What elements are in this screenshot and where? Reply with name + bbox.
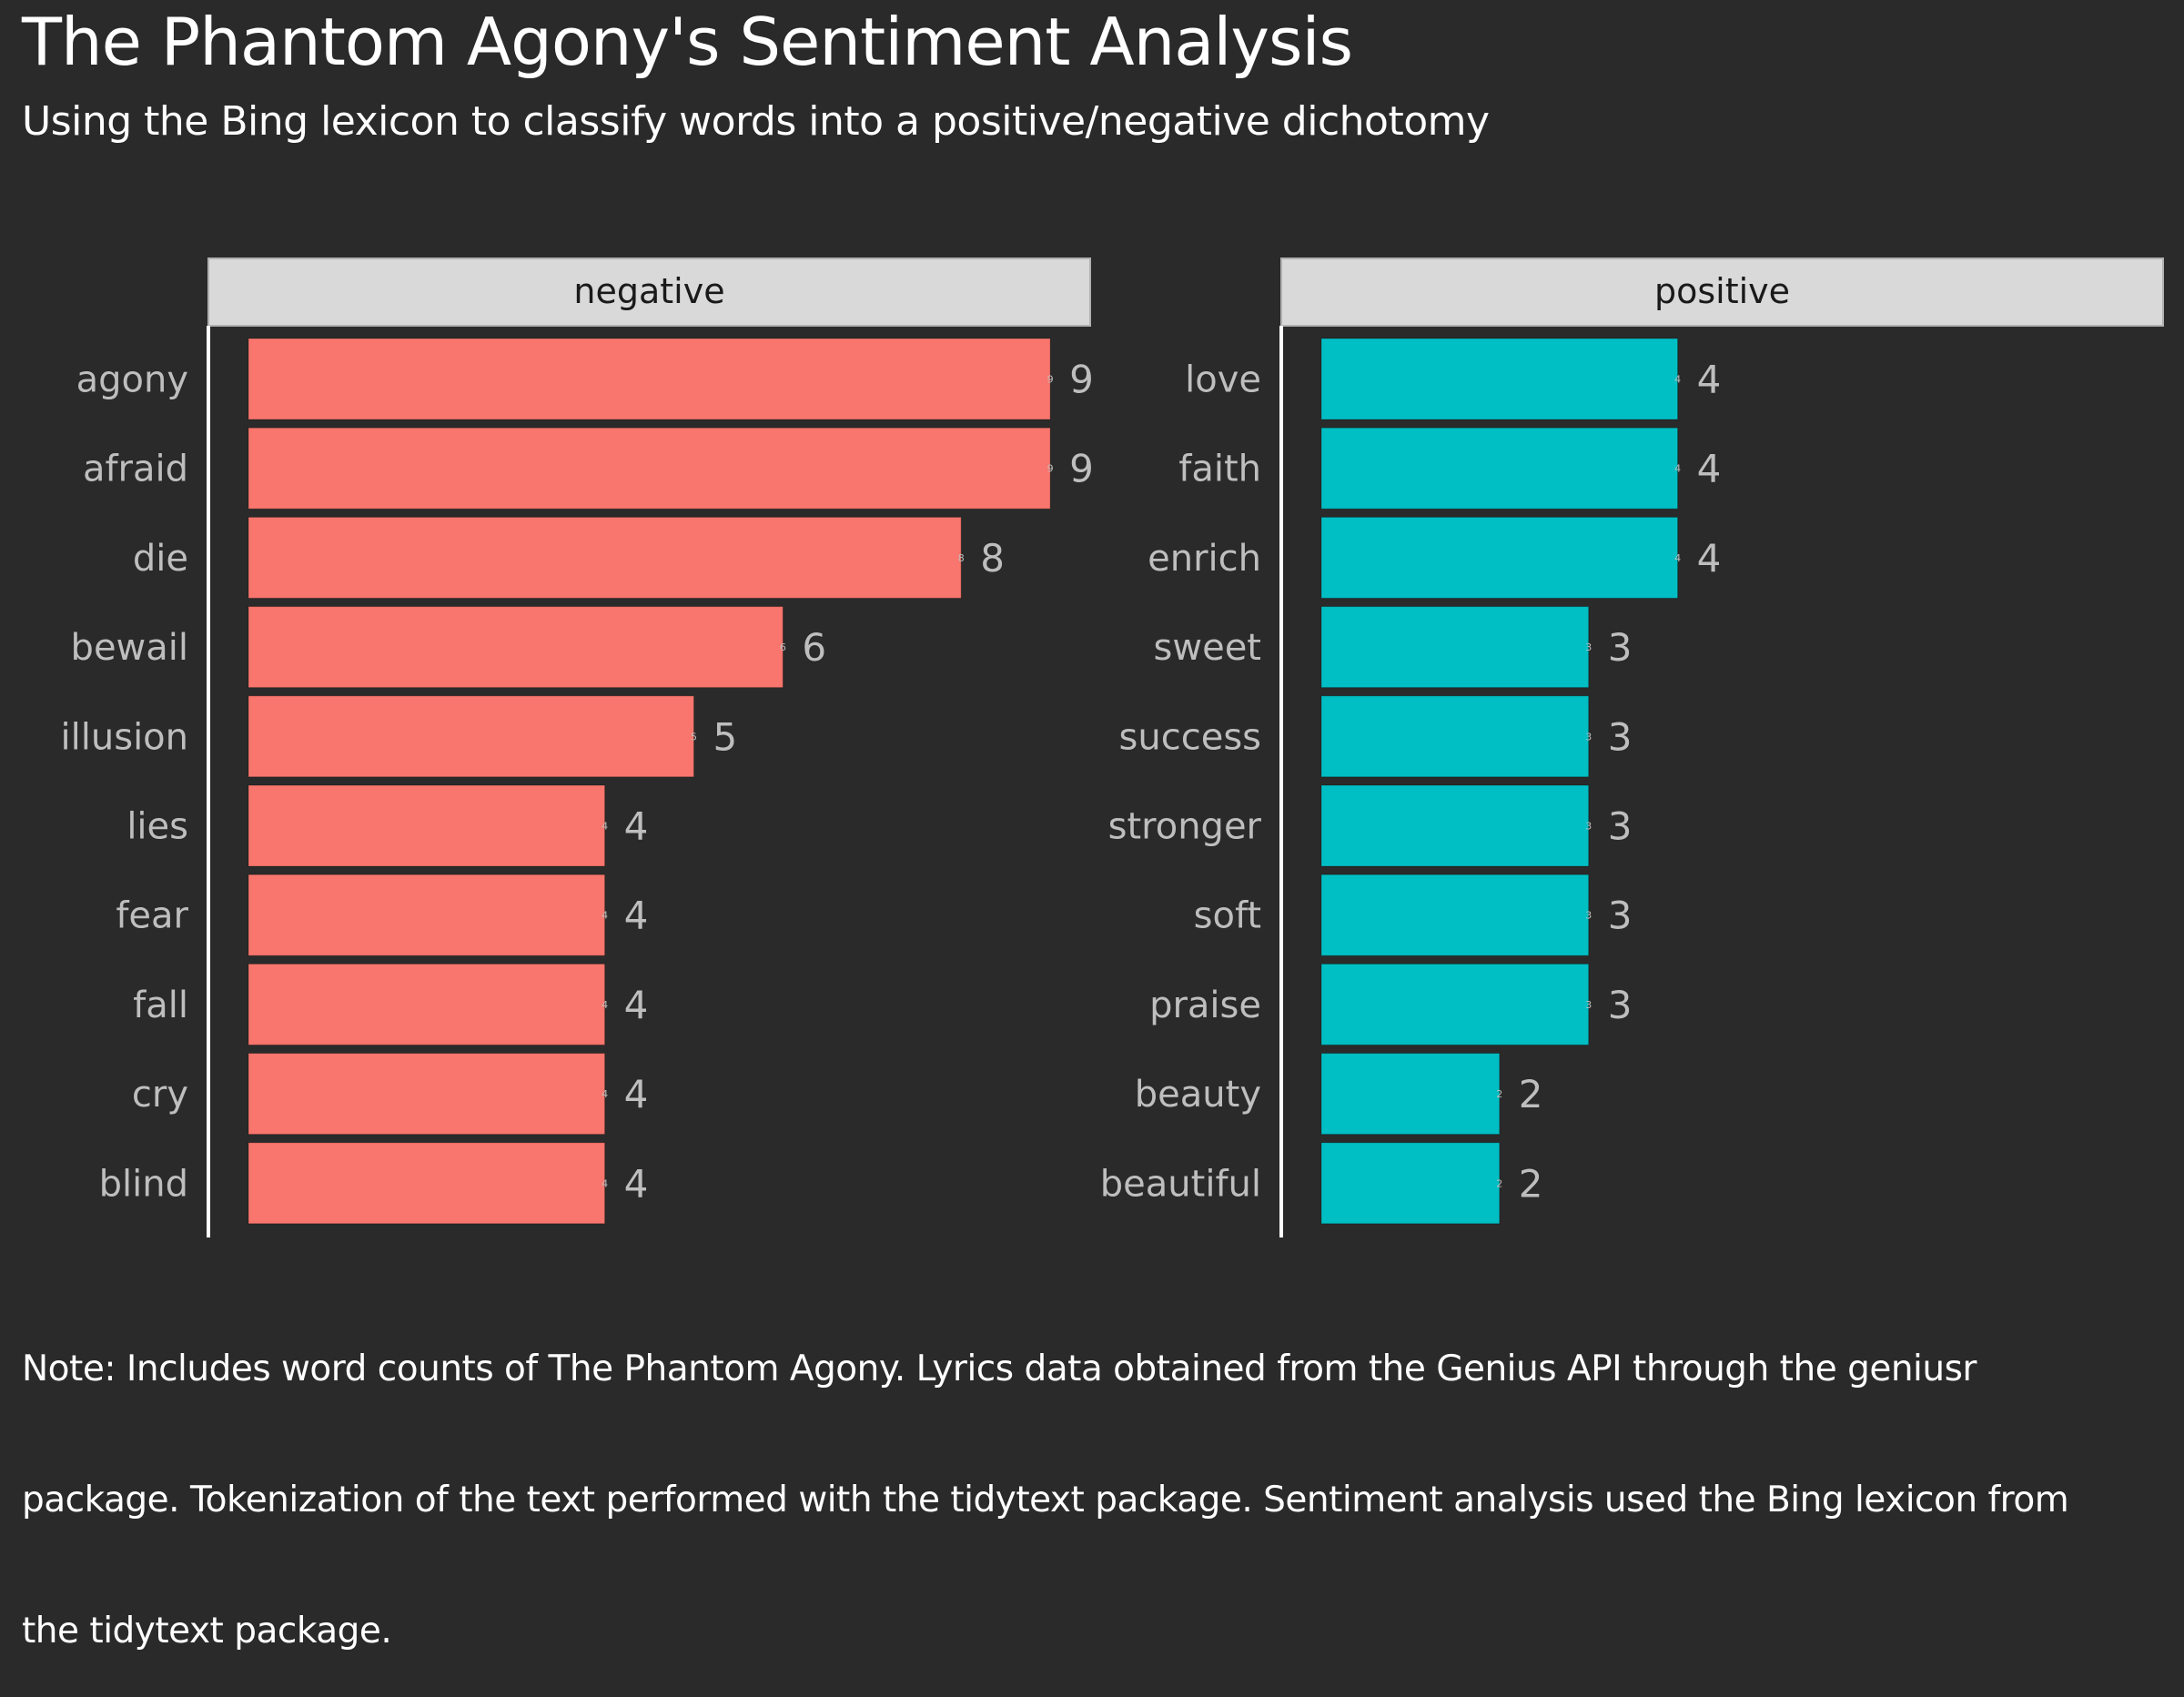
value-label-small-beautiful: 2	[1496, 1177, 1502, 1189]
y-tick-label-sweet: sweet	[1154, 627, 1261, 669]
y-tick-label-enrich: enrich	[1148, 538, 1261, 580]
y-tick-label-blind: blind	[99, 1163, 188, 1205]
bar-negative-fall	[248, 963, 606, 1045]
y-tick-label-die: die	[133, 538, 188, 580]
y-tick-label-afraid: afraid	[83, 449, 188, 490]
y-tick-label-agony: agony	[76, 359, 188, 401]
value-label-success: 3	[1608, 714, 1633, 759]
y-tick-label-love: love	[1185, 359, 1261, 401]
caption-line-2: package. Tokenization of the text perfor…	[22, 1480, 2069, 1520]
facet-strip-label-positive: positive	[1654, 271, 1790, 311]
value-label-praise: 3	[1608, 983, 1633, 1027]
bar-positive-stronger	[1320, 784, 1590, 867]
value-label-beauty: 2	[1519, 1072, 1543, 1116]
y-tick-label-illusion: illusion	[61, 716, 188, 758]
y-tick-label-soft: soft	[1194, 895, 1261, 937]
value-label-love: 4	[1697, 358, 1722, 402]
bar-negative-afraid	[248, 427, 1051, 510]
bar-positive-love	[1320, 338, 1679, 420]
value-label-small-afraid: 9	[1047, 463, 1054, 475]
bar-negative-bewail	[248, 606, 784, 689]
value-label-small-enrich: 4	[1674, 552, 1681, 564]
value-label-small-faith: 4	[1674, 463, 1681, 475]
caption-line-1: Note: Includes word counts of The Phanto…	[22, 1349, 1977, 1389]
value-label-small-fear: 4	[602, 910, 608, 922]
value-label-illusion: 5	[713, 714, 738, 759]
y-tick-label-cry: cry	[132, 1074, 188, 1116]
y-tick-label-success: success	[1119, 716, 1261, 758]
y-tick-label-faith: faith	[1178, 449, 1261, 490]
bar-positive-beautiful	[1320, 1142, 1501, 1225]
bar-negative-cry	[248, 1053, 606, 1136]
value-label-fear: 4	[624, 894, 649, 938]
value-label-small-soft: 3	[1585, 910, 1592, 922]
value-label-agony: 9	[1069, 358, 1094, 402]
y-tick-label-stronger: stronger	[1108, 806, 1262, 848]
caption-line-3: the tidytext package.	[22, 1611, 392, 1652]
value-label-small-cry: 4	[602, 1088, 608, 1100]
value-label-small-praise: 3	[1585, 999, 1592, 1011]
bar-positive-beauty	[1320, 1053, 1501, 1136]
y-tick-label-bewail: bewail	[71, 627, 188, 669]
value-label-small-fall: 4	[602, 999, 608, 1011]
y-tick-label-fall: fall	[133, 985, 188, 1026]
value-label-small-bewail: 6	[780, 641, 786, 653]
value-label-small-die: 8	[958, 552, 965, 564]
value-label-faith: 4	[1697, 447, 1722, 491]
y-tick-label-beautiful: beautiful	[1100, 1163, 1261, 1205]
bar-positive-enrich	[1320, 516, 1679, 599]
bar-positive-success	[1320, 695, 1590, 778]
value-label-beautiful: 2	[1519, 1161, 1543, 1206]
value-label-stronger: 3	[1608, 804, 1633, 849]
y-tick-label-beauty: beauty	[1135, 1074, 1261, 1116]
bar-negative-agony	[248, 338, 1051, 420]
value-label-bewail: 6	[802, 625, 826, 670]
bar-positive-sweet	[1320, 606, 1590, 689]
chart-title: The Phantom Agony's Sentiment Analysis	[22, 4, 1353, 80]
faceted-bar-chart: negative agony 9 9 afraid 9 9 die 8 8 bewail 6 6 illu…	[61, 258, 2164, 1237]
value-label-small-lies: 4	[602, 821, 608, 833]
value-label-afraid: 9	[1069, 447, 1094, 491]
value-label-enrich: 4	[1697, 536, 1722, 581]
value-label-small-beauty: 2	[1496, 1088, 1502, 1100]
bar-positive-praise	[1320, 963, 1590, 1045]
facet-strip-positive	[1280, 258, 2164, 327]
value-label-lies: 4	[624, 804, 649, 849]
bar-positive-soft	[1320, 874, 1590, 956]
bar-negative-illusion	[248, 695, 694, 778]
value-label-blind: 4	[624, 1161, 649, 1206]
value-label-small-agony: 9	[1047, 374, 1054, 386]
value-label-cry: 4	[624, 1072, 649, 1116]
bar-positive-faith	[1320, 427, 1679, 510]
chart-subtitle: Using the Bing lexicon to classify words…	[22, 98, 1490, 145]
value-label-small-stronger: 3	[1585, 821, 1592, 833]
value-label-small-illusion: 5	[691, 731, 697, 742]
value-label-small-success: 3	[1585, 731, 1592, 742]
bar-negative-fear	[248, 874, 606, 956]
bar-negative-blind	[248, 1142, 606, 1225]
value-label-small-blind: 4	[602, 1177, 608, 1189]
bar-negative-lies	[248, 784, 606, 867]
value-label-soft: 3	[1608, 894, 1633, 938]
chart-caption: Note: Includes word counts of The Phanto…	[22, 1304, 2169, 1697]
value-label-fall: 4	[624, 983, 649, 1027]
y-tick-label-fear: fear	[116, 895, 188, 937]
y-tick-label-lies: lies	[126, 806, 188, 848]
y-tick-label-praise: praise	[1149, 985, 1261, 1026]
value-label-small-sweet: 3	[1585, 641, 1592, 653]
bar-negative-die	[248, 516, 962, 599]
value-label-die: 8	[980, 536, 1005, 581]
facet-strip-negative	[207, 258, 1091, 327]
value-label-small-love: 4	[1674, 374, 1681, 386]
value-label-sweet: 3	[1608, 625, 1633, 670]
facet-strip-label-negative: negative	[573, 271, 724, 311]
